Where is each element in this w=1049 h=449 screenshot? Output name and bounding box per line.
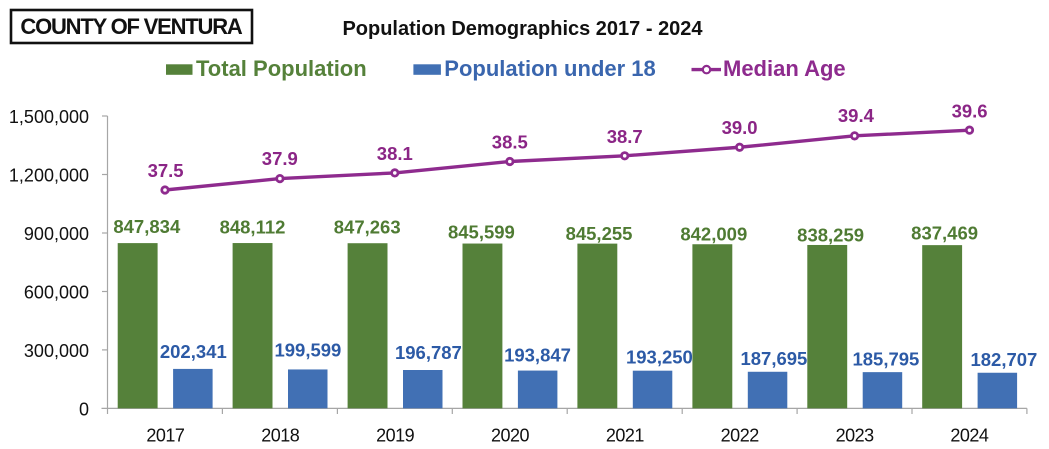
svg-text:39.6: 39.6	[952, 101, 988, 122]
svg-text:837,469: 837,469	[911, 222, 978, 243]
svg-text:847,834: 847,834	[113, 216, 181, 237]
svg-text:185,795: 185,795	[852, 349, 919, 370]
svg-text:39.4: 39.4	[838, 105, 875, 126]
svg-text:300,000: 300,000	[24, 341, 89, 361]
svg-text:Population Demographics 2017 -: Population Demographics 2017 - 2024	[342, 18, 703, 40]
svg-text:38.1: 38.1	[377, 143, 413, 164]
svg-text:38.5: 38.5	[492, 132, 528, 153]
svg-text:2024: 2024	[950, 426, 989, 446]
svg-text:193,847: 193,847	[504, 345, 571, 366]
svg-text:2019: 2019	[376, 426, 415, 446]
svg-text:Population under 18: Population under 18	[444, 56, 655, 81]
svg-text:202,341: 202,341	[160, 341, 227, 362]
svg-text:2021: 2021	[606, 426, 645, 446]
svg-text:600,000: 600,000	[24, 282, 89, 302]
svg-text:38.7: 38.7	[607, 126, 643, 147]
svg-text:39.0: 39.0	[722, 117, 758, 138]
svg-text:Total Population: Total Population	[196, 56, 367, 81]
svg-text:2020: 2020	[491, 426, 530, 446]
svg-text:193,250: 193,250	[626, 347, 693, 368]
svg-text:838,259: 838,259	[797, 225, 864, 246]
svg-text:900,000: 900,000	[24, 224, 89, 244]
svg-text:2018: 2018	[261, 426, 300, 446]
svg-text:1,200,000: 1,200,000	[9, 166, 89, 186]
svg-text:842,009: 842,009	[680, 224, 747, 245]
svg-text:37.5: 37.5	[148, 160, 184, 181]
svg-text:848,112: 848,112	[220, 217, 286, 238]
svg-text:0: 0	[79, 399, 89, 419]
svg-text:37.9: 37.9	[262, 148, 298, 169]
svg-text:199,599: 199,599	[274, 340, 341, 361]
svg-text:196,787: 196,787	[395, 342, 462, 363]
svg-text:2022: 2022	[721, 426, 760, 446]
svg-text:182,707: 182,707	[970, 349, 1037, 370]
svg-text:847,263: 847,263	[334, 217, 401, 238]
svg-text:845,599: 845,599	[448, 222, 515, 243]
svg-text:187,695: 187,695	[740, 348, 807, 369]
svg-text:COUNTY OF VENTURA: COUNTY OF VENTURA	[20, 14, 243, 39]
svg-text:2023: 2023	[836, 426, 875, 446]
svg-text:845,255: 845,255	[566, 223, 633, 244]
svg-text:1,500,000: 1,500,000	[9, 107, 89, 127]
svg-text:Median Age: Median Age	[723, 56, 846, 81]
svg-text:2017: 2017	[146, 426, 185, 446]
